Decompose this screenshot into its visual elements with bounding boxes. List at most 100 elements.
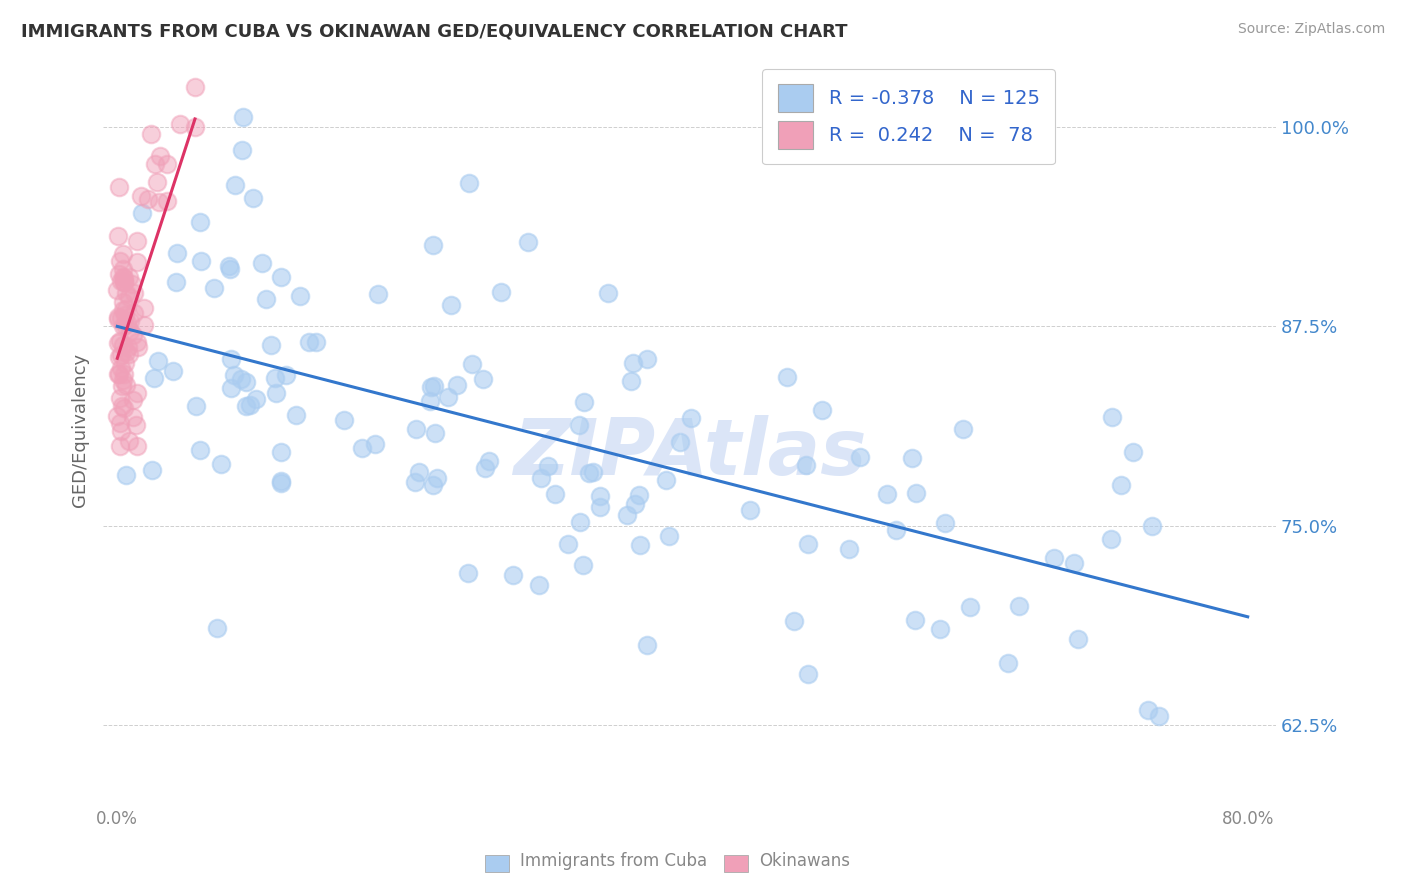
Point: [224, 368, 246, 382]
Text: Immigrants from Cuba: Immigrants from Cuba: [520, 852, 707, 870]
Point: [446, 378, 468, 392]
Point: [928, 622, 950, 636]
Point: [471, 371, 494, 385]
Legend: R = -0.378    N = 125, R =  0.242    N =  78: R = -0.378 N = 125, R = 0.242 N = 78: [762, 69, 1054, 164]
Point: [219, 352, 242, 367]
Point: [205, 621, 228, 635]
Point: [108, 267, 131, 281]
Point: [111, 399, 134, 413]
Point: [952, 422, 974, 436]
Point: [582, 465, 605, 479]
Point: [934, 516, 956, 531]
Point: [557, 536, 579, 550]
Point: [305, 334, 328, 349]
Point: [235, 375, 257, 389]
Y-axis label: GED/Equivalency: GED/Equivalency: [72, 353, 89, 508]
Point: [114, 345, 136, 359]
Point: [111, 262, 134, 277]
Point: [107, 180, 129, 194]
Point: [219, 381, 242, 395]
Point: [270, 474, 292, 488]
Point: [131, 205, 153, 219]
Point: [232, 110, 254, 124]
Point: [668, 435, 690, 450]
Point: [143, 371, 166, 385]
Point: [114, 468, 136, 483]
Point: [1122, 445, 1144, 459]
Point: [637, 352, 659, 367]
Point: [1063, 556, 1085, 570]
Point: [108, 350, 131, 364]
Point: [1099, 533, 1122, 547]
Point: [219, 262, 242, 277]
Point: [260, 338, 283, 352]
Point: [127, 335, 149, 350]
Point: [138, 192, 160, 206]
Point: [118, 434, 141, 448]
Point: [405, 422, 427, 436]
Point: [111, 338, 134, 352]
Point: [107, 311, 129, 326]
Point: [146, 176, 169, 190]
Point: [502, 568, 524, 582]
Point: [350, 441, 373, 455]
Point: [1136, 703, 1159, 717]
Point: [569, 515, 592, 529]
Point: [190, 254, 212, 268]
Point: [111, 373, 134, 387]
Point: [108, 367, 131, 381]
Text: IMMIGRANTS FROM CUBA VS OKINAWAN GED/EQUIVALENCY CORRELATION CHART: IMMIGRANTS FROM CUBA VS OKINAWAN GED/EQU…: [21, 22, 848, 40]
Point: [122, 285, 145, 300]
Point: [149, 149, 172, 163]
Point: [111, 269, 134, 284]
Point: [107, 335, 129, 350]
Point: [440, 298, 463, 312]
Point: [794, 458, 817, 473]
Point: [184, 399, 207, 413]
Point: [959, 599, 981, 614]
Text: Source: ZipAtlas.com: Source: ZipAtlas.com: [1237, 22, 1385, 37]
Point: [118, 269, 141, 284]
Point: [108, 391, 131, 405]
Point: [630, 538, 652, 552]
Point: [876, 487, 898, 501]
Point: [679, 411, 702, 425]
Point: [997, 656, 1019, 670]
Point: [112, 271, 135, 285]
Point: [107, 228, 129, 243]
Point: [107, 367, 129, 381]
Point: [544, 486, 567, 500]
Point: [105, 283, 128, 297]
Point: [274, 368, 297, 382]
Point: [239, 398, 262, 412]
Point: [108, 254, 131, 268]
Point: [589, 500, 612, 515]
Point: [108, 416, 131, 430]
Text: ZIPAtlas: ZIPAtlas: [513, 415, 866, 491]
Point: [849, 450, 872, 465]
Point: [811, 403, 834, 417]
Point: [298, 334, 321, 349]
Point: [112, 319, 135, 334]
Point: [110, 334, 132, 348]
Point: [162, 364, 184, 378]
Point: [169, 117, 191, 131]
Point: [202, 280, 225, 294]
Point: [218, 260, 240, 274]
Point: [572, 395, 595, 409]
Point: [620, 374, 643, 388]
Point: [115, 316, 138, 330]
Point: [110, 274, 132, 288]
Point: [245, 392, 267, 407]
Point: [235, 399, 257, 413]
Point: [460, 358, 482, 372]
Point: [115, 377, 138, 392]
Point: [1149, 709, 1171, 723]
Point: [363, 436, 385, 450]
Point: [121, 277, 143, 291]
Point: [270, 444, 292, 458]
Point: [114, 318, 136, 333]
Point: [121, 409, 143, 424]
Point: [797, 537, 820, 551]
Point: [627, 488, 650, 502]
